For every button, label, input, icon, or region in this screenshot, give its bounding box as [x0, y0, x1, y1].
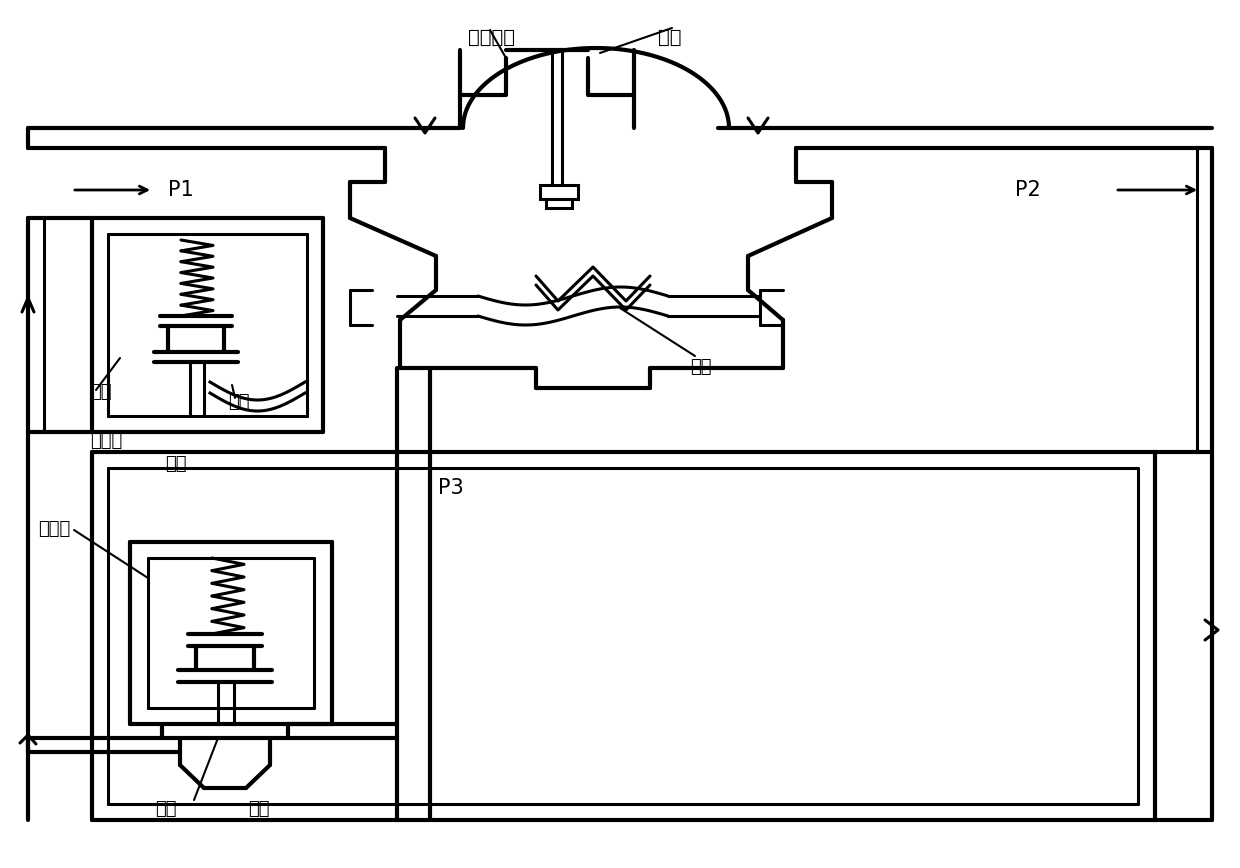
Text: 主调压器: 主调压器: [467, 28, 515, 47]
Text: 薄膜: 薄膜: [689, 358, 712, 376]
Text: 弹簧: 弹簧: [165, 455, 186, 473]
Text: 排气阀: 排气阀: [38, 520, 71, 538]
Text: P1: P1: [167, 180, 193, 200]
Text: P3: P3: [438, 478, 464, 498]
Text: P2: P2: [1016, 180, 1040, 200]
Bar: [539, 185, 578, 199]
Bar: [546, 199, 572, 208]
Text: 连杆: 连杆: [228, 393, 249, 411]
Text: 指择器: 指择器: [91, 432, 123, 450]
Text: 薄膜: 薄膜: [155, 800, 176, 818]
Text: 阀口: 阀口: [658, 28, 682, 47]
Text: 阀口: 阀口: [248, 800, 269, 818]
Text: 阀口: 阀口: [91, 383, 112, 401]
